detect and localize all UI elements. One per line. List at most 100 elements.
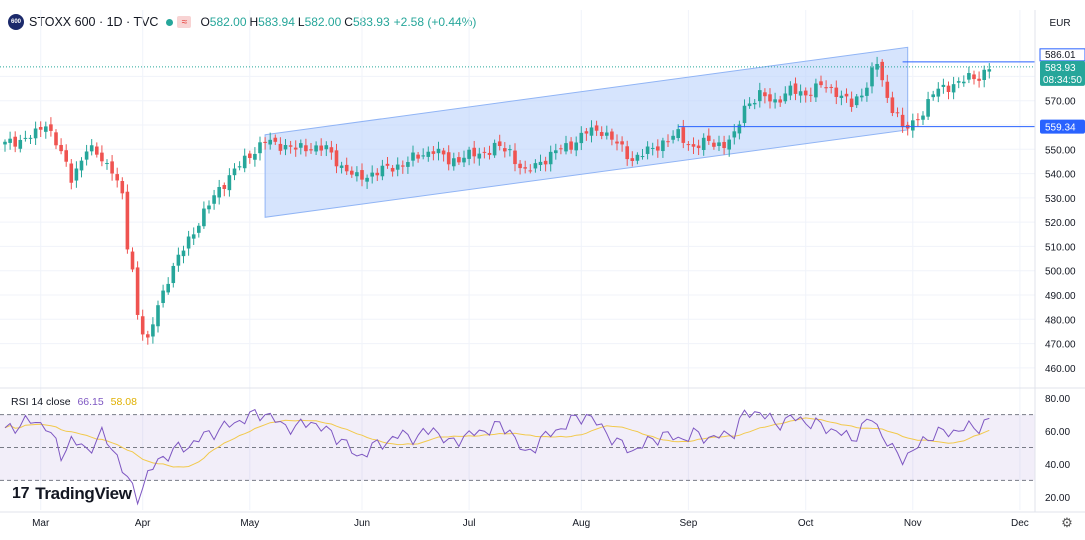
- candle[interactable]: [798, 84, 803, 103]
- candle[interactable]: [528, 164, 533, 174]
- candle[interactable]: [278, 137, 283, 155]
- candle[interactable]: [181, 245, 186, 264]
- currency-button[interactable]: EUR: [1049, 17, 1071, 29]
- candle[interactable]: [472, 140, 476, 164]
- candle[interactable]: [89, 139, 94, 156]
- candle[interactable]: [273, 134, 278, 146]
- candle[interactable]: [814, 78, 818, 102]
- rsi-line[interactable]: [4, 408, 990, 506]
- candle[interactable]: [717, 135, 721, 152]
- candle[interactable]: [773, 92, 777, 109]
- candle[interactable]: [752, 99, 757, 110]
- candle[interactable]: [207, 200, 211, 214]
- candle[interactable]: [467, 146, 471, 166]
- price-tag-support[interactable]: 559.34: [1040, 119, 1085, 134]
- candle[interactable]: [248, 150, 252, 164]
- candle[interactable]: [385, 157, 390, 169]
- candle[interactable]: [513, 143, 517, 172]
- candle[interactable]: [783, 86, 788, 104]
- approx-icon[interactable]: ≈: [177, 16, 192, 28]
- candle[interactable]: [763, 88, 767, 104]
- candle[interactable]: [8, 131, 12, 150]
- symbol-logo-icon[interactable]: 600: [8, 14, 24, 30]
- candle[interactable]: [339, 161, 344, 174]
- candle[interactable]: [900, 107, 905, 133]
- candle[interactable]: [824, 80, 828, 93]
- candle[interactable]: [482, 147, 487, 159]
- candle[interactable]: [956, 77, 961, 89]
- candle[interactable]: [982, 65, 986, 88]
- candle[interactable]: [3, 139, 7, 152]
- candle[interactable]: [661, 137, 665, 158]
- candle[interactable]: [191, 227, 196, 245]
- candle[interactable]: [457, 152, 461, 165]
- candle[interactable]: [880, 59, 884, 87]
- candle[interactable]: [569, 137, 573, 154]
- candle[interactable]: [854, 93, 859, 108]
- candle[interactable]: [227, 168, 232, 197]
- candle[interactable]: [125, 184, 130, 254]
- candle[interactable]: [13, 131, 17, 153]
- candle[interactable]: [890, 91, 895, 117]
- candle[interactable]: [344, 157, 349, 175]
- candle[interactable]: [146, 330, 150, 345]
- candle[interactable]: [171, 262, 176, 288]
- candle[interactable]: [548, 145, 553, 172]
- candle[interactable]: [972, 70, 976, 85]
- candle[interactable]: [477, 147, 482, 166]
- candle[interactable]: [140, 309, 145, 341]
- candle[interactable]: [161, 284, 165, 308]
- candle[interactable]: [921, 111, 925, 126]
- candle[interactable]: [865, 82, 869, 102]
- candle[interactable]: [135, 261, 140, 320]
- candle[interactable]: [411, 145, 415, 167]
- candle[interactable]: [197, 223, 201, 238]
- candle[interactable]: [497, 134, 502, 151]
- candle[interactable]: [166, 277, 170, 295]
- tradingview-logo[interactable]: 17 TradingView: [12, 484, 132, 504]
- settings-gear-icon[interactable]: ⚙: [1061, 515, 1073, 530]
- candle[interactable]: [49, 117, 53, 137]
- candle[interactable]: [758, 82, 762, 108]
- candle[interactable]: [258, 136, 262, 161]
- candle[interactable]: [329, 140, 334, 160]
- candle[interactable]: [222, 182, 227, 197]
- candle[interactable]: [696, 139, 701, 156]
- candle[interactable]: [946, 81, 951, 100]
- candle[interactable]: [987, 63, 992, 79]
- candle[interactable]: [360, 163, 364, 187]
- candle[interactable]: [533, 159, 538, 173]
- candle[interactable]: [365, 174, 369, 189]
- candle[interactable]: [110, 155, 114, 181]
- candle[interactable]: [202, 201, 206, 229]
- candle[interactable]: [28, 135, 33, 144]
- candle[interactable]: [446, 145, 451, 171]
- candle[interactable]: [64, 144, 68, 167]
- candle[interactable]: [293, 140, 298, 157]
- candle[interactable]: [962, 75, 966, 87]
- candle[interactable]: [74, 161, 79, 188]
- candle[interactable]: [559, 144, 563, 155]
- candle[interactable]: [186, 230, 191, 256]
- candle[interactable]: [936, 82, 941, 103]
- candle[interactable]: [288, 140, 293, 154]
- candle[interactable]: [120, 177, 125, 200]
- rsi-legend[interactable]: RSI 14 close 66.15 58.08: [11, 396, 137, 408]
- candle[interactable]: [951, 76, 956, 100]
- candle[interactable]: [742, 99, 747, 128]
- candle[interactable]: [610, 128, 614, 146]
- candle[interactable]: [69, 159, 74, 190]
- candle[interactable]: [314, 141, 318, 156]
- candle[interactable]: [217, 179, 221, 205]
- candle[interactable]: [747, 97, 752, 109]
- candle[interactable]: [355, 166, 359, 182]
- candle[interactable]: [656, 139, 660, 158]
- candle[interactable]: [599, 126, 604, 140]
- candle[interactable]: [926, 91, 930, 121]
- candle[interactable]: [395, 157, 400, 177]
- candle[interactable]: [844, 88, 849, 103]
- candle[interactable]: [212, 189, 216, 210]
- candle[interactable]: [487, 145, 492, 160]
- candle[interactable]: [829, 84, 833, 94]
